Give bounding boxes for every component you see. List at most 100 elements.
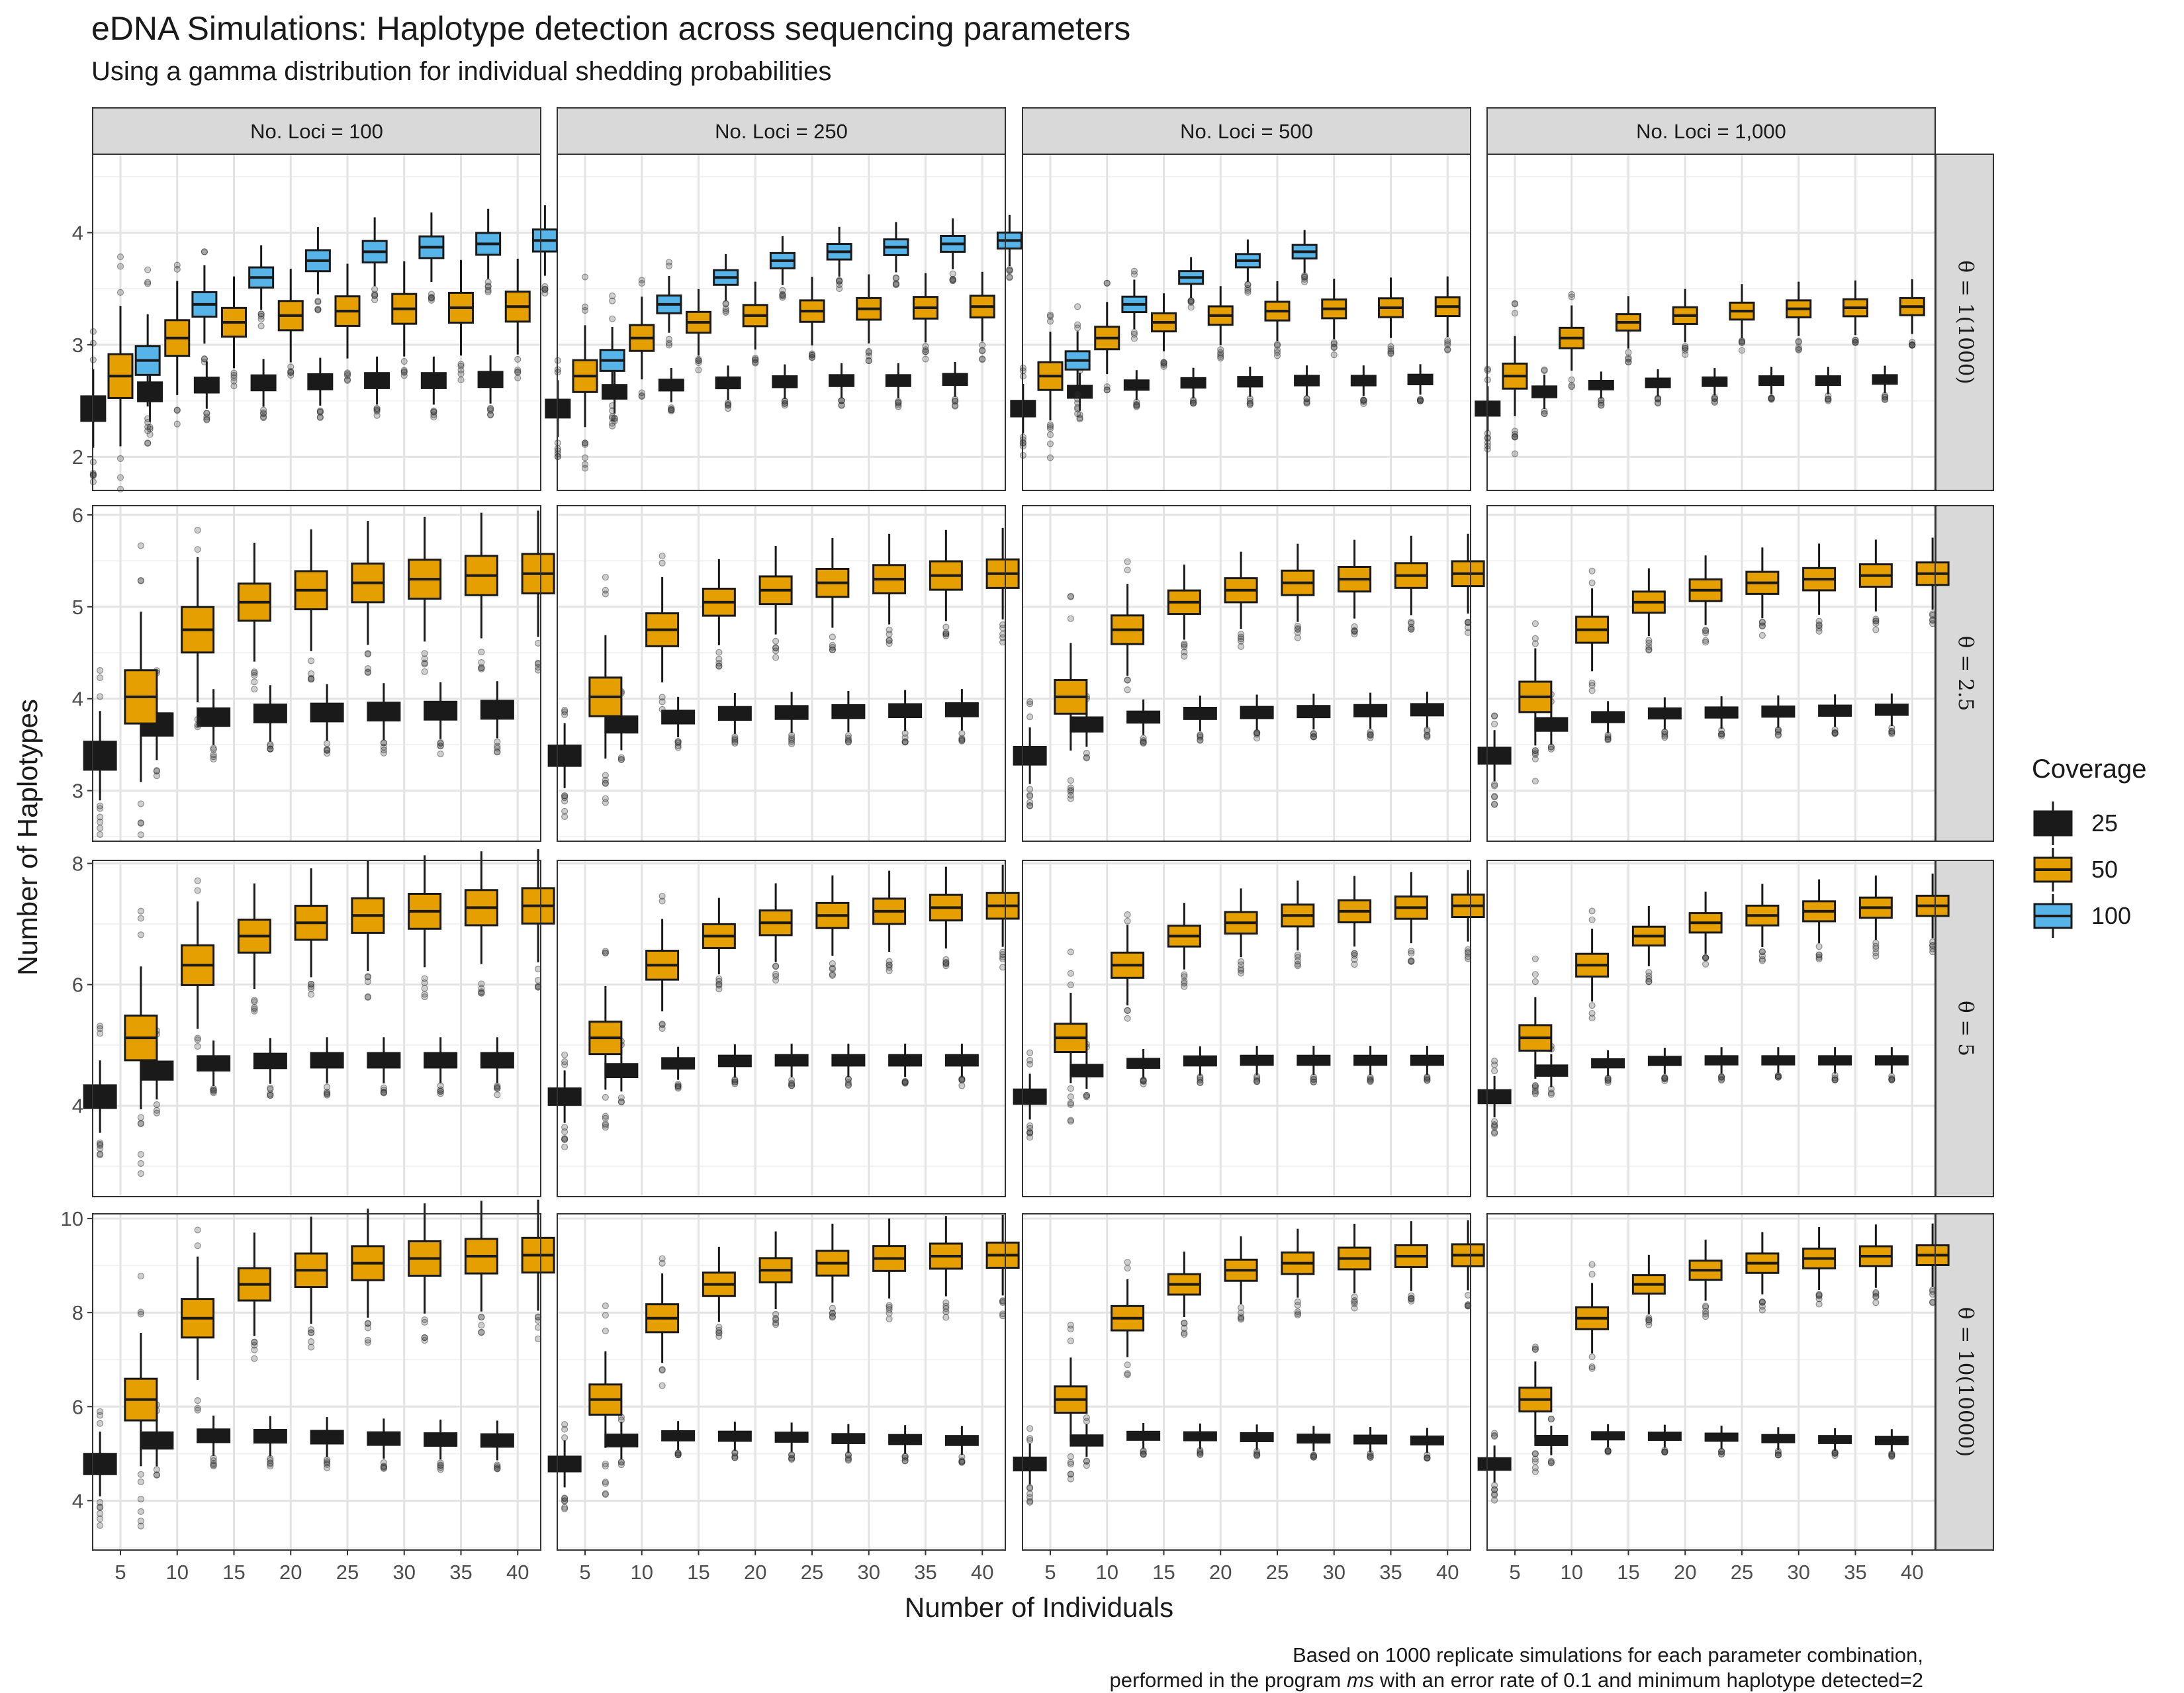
box-outlier (1491, 793, 1498, 800)
chart-title: eDNA Simulations: Haplotype detection ac… (91, 10, 1131, 47)
box-outlier (1238, 961, 1245, 968)
box-outlier (958, 730, 966, 737)
box-outlier (617, 756, 625, 763)
box-outlier (617, 754, 625, 761)
box-outlier (1067, 786, 1074, 794)
box-outlier (1140, 1451, 1147, 1458)
box-outlier (437, 1459, 444, 1467)
box-outlier (1083, 1457, 1090, 1465)
box-outlier (1197, 736, 1204, 743)
box-outlier (1408, 618, 1415, 625)
box-outlier (97, 1151, 104, 1159)
box-outlier (437, 1461, 444, 1469)
box-outlier (1074, 410, 1081, 418)
box-outlier (1181, 980, 1188, 987)
box-outlier (844, 1079, 852, 1086)
box-outlier (1026, 1435, 1034, 1442)
box-outlier (1531, 747, 1539, 755)
box-outlier (1253, 1077, 1261, 1084)
box-outlier (1181, 1329, 1188, 1337)
box-outlier (1872, 952, 1880, 960)
box-outlier (201, 355, 208, 363)
box-outlier (364, 974, 371, 981)
box-outlier (1491, 800, 1498, 808)
box-outlier (1568, 291, 1575, 298)
x-tick-label: 5 (579, 1561, 590, 1584)
box-outlier (1367, 1075, 1374, 1083)
box-outlier (602, 1479, 609, 1486)
box-outlier (308, 657, 315, 664)
box-outlier (494, 748, 501, 756)
column-strip (557, 107, 1006, 155)
box-outlier (1645, 978, 1653, 985)
box-outlier (1083, 755, 1090, 762)
box-outlier (1238, 970, 1245, 977)
box-outlier (1491, 782, 1498, 790)
box-outlier (257, 316, 265, 323)
box-outlier (210, 1457, 217, 1465)
box-outlier (153, 1471, 160, 1479)
box-outlier (1026, 698, 1034, 706)
box-outlier (942, 630, 950, 637)
box-outlier (668, 406, 675, 413)
box-outlier (380, 1084, 387, 1091)
box-outlier (430, 414, 437, 421)
box-outlier (1531, 620, 1539, 627)
box-outlier (1181, 1324, 1188, 1332)
box-outlier (1253, 1451, 1261, 1459)
box-outlier (97, 1025, 104, 1032)
column-strip-label: No. Loci = 1,000 (1636, 120, 1786, 143)
box-outlier (1588, 1261, 1596, 1268)
box-outlier (97, 1145, 104, 1152)
box-outlier (1197, 732, 1204, 739)
box-outlier (343, 376, 351, 383)
box-outlier (210, 1087, 217, 1095)
box-outlier (1140, 1448, 1147, 1455)
box-outlier (901, 1454, 909, 1462)
box-outlier (602, 586, 609, 594)
box-outlier (478, 664, 485, 671)
box-outlier (1645, 1316, 1653, 1323)
box-outlier (752, 358, 759, 366)
box-outlier (1872, 945, 1880, 952)
box-outlier (478, 988, 485, 995)
box-outlier (153, 1471, 160, 1479)
caption-program: ms (1346, 1669, 1375, 1692)
box-outlier (659, 1366, 666, 1373)
box-outlier (609, 422, 616, 430)
box-outlier (308, 985, 315, 993)
box-outlier (1424, 1074, 1431, 1081)
box-outlier (1067, 792, 1074, 799)
box-outlier (674, 1451, 682, 1459)
box-outlier (1758, 956, 1766, 963)
box-outlier (1367, 1076, 1374, 1083)
box-outlier (1416, 397, 1424, 404)
y-tick-label: 3 (72, 334, 83, 357)
box-outlier (901, 1079, 909, 1087)
box-outlier (1888, 730, 1895, 737)
box-outlier (865, 357, 872, 365)
box-outlier (1294, 1308, 1301, 1316)
legend-label-25: 25 (2091, 809, 2118, 837)
box-outlier (430, 407, 437, 414)
box-outlier (829, 643, 836, 651)
box-outlier (210, 1087, 217, 1094)
box-outlier (373, 405, 381, 412)
box-outlier (1424, 1454, 1431, 1461)
box-outlier (364, 973, 371, 980)
box-outlier (371, 286, 379, 293)
y-tick-label: 6 (72, 974, 83, 997)
box-outlier (781, 398, 788, 405)
box-outlier (665, 336, 673, 343)
box-outlier (421, 975, 428, 982)
box-outlier (602, 780, 609, 788)
box-outlier (1718, 727, 1725, 734)
box-outlier (541, 286, 549, 293)
box-outlier (1444, 337, 1451, 344)
box-outlier (1076, 411, 1083, 418)
box-outlier (1909, 342, 1916, 349)
box-outlier (1531, 1450, 1539, 1457)
box-outlier (808, 350, 816, 357)
box-outlier (428, 294, 435, 301)
box-outlier (437, 1462, 444, 1469)
